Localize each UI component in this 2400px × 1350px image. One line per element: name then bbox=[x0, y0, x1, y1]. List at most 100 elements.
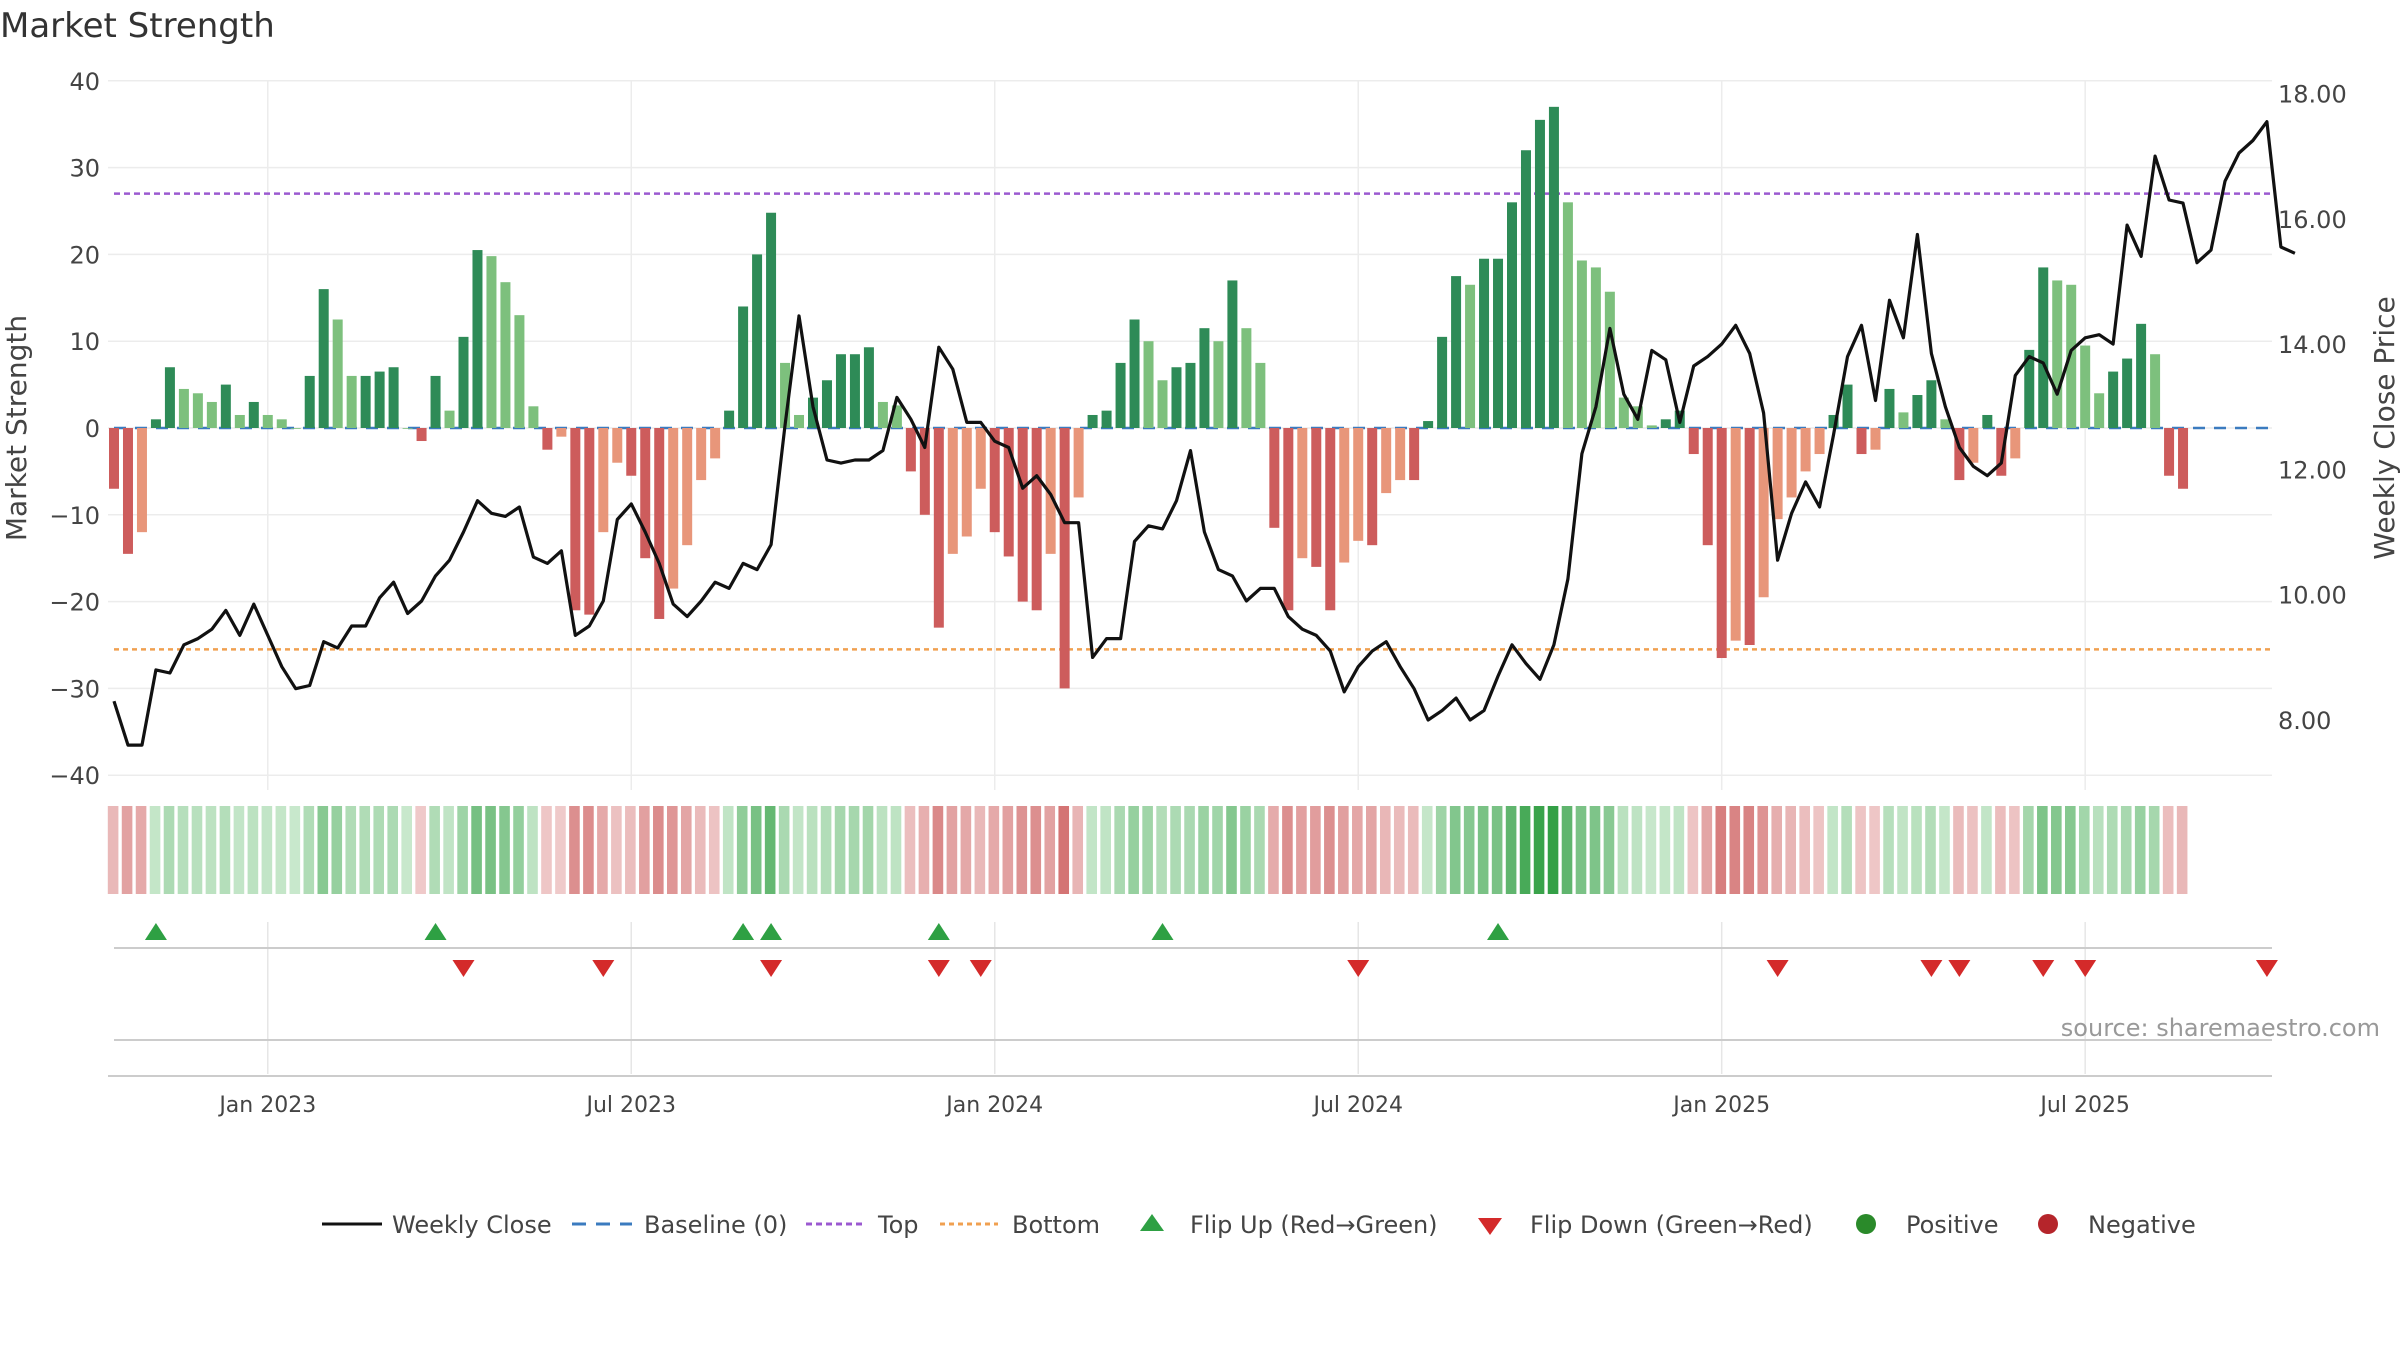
heat-strip-cell bbox=[820, 806, 832, 894]
strength-bar bbox=[696, 428, 707, 481]
heat-strip-cell bbox=[2051, 806, 2062, 894]
strength-bar bbox=[2038, 267, 2049, 428]
legend-label-bottom: Bottom bbox=[1012, 1211, 1100, 1239]
strength-bar bbox=[1465, 284, 1476, 428]
heat-strip-cell bbox=[960, 806, 972, 894]
heat-strip-cell bbox=[1673, 806, 1685, 894]
heat-strip-cell bbox=[485, 806, 496, 894]
heat-strip-cell bbox=[722, 806, 734, 894]
heat-strip-cell bbox=[611, 806, 622, 894]
heat-strip-cell bbox=[736, 806, 748, 894]
heat-strip-cell bbox=[1841, 806, 1852, 894]
heat-strip-cell bbox=[1659, 806, 1671, 894]
weekly-close-line bbox=[112, 120, 2296, 747]
heat-strip-cell bbox=[1407, 806, 1419, 894]
strength-bar bbox=[877, 401, 888, 428]
strength-bar bbox=[109, 428, 119, 489]
heat-strip-cell bbox=[764, 806, 776, 894]
legend-label-positive: Positive bbox=[1906, 1211, 1999, 1239]
heat-strip-cell bbox=[1296, 806, 1307, 894]
strength-bar bbox=[1940, 419, 1951, 428]
flip-up-marker bbox=[424, 923, 447, 940]
flip-down-marker bbox=[927, 960, 950, 977]
strength-bar bbox=[318, 289, 329, 428]
strength-bar bbox=[1982, 414, 1993, 428]
x-tick-label: Jul 2024 bbox=[1311, 1093, 1403, 1118]
heat-strip-cell bbox=[1338, 806, 1349, 894]
heat-strip-cell bbox=[890, 806, 902, 894]
strength-bar bbox=[276, 419, 287, 428]
strength-bar bbox=[262, 414, 273, 428]
heat-strip-cell bbox=[1505, 806, 1517, 894]
heat-strip-cell bbox=[457, 806, 468, 894]
flip-down-marker bbox=[2255, 960, 2278, 977]
strength-bar bbox=[304, 375, 315, 428]
heat-strip-cell bbox=[317, 806, 329, 894]
strength-bar bbox=[863, 347, 874, 428]
heat-strip-cell bbox=[639, 806, 650, 894]
heat-strip-cell bbox=[680, 806, 692, 894]
strength-bar bbox=[654, 428, 665, 619]
heat-strip-cell bbox=[429, 806, 440, 894]
strength-bar bbox=[849, 354, 860, 428]
strength-bar bbox=[374, 371, 385, 428]
strength-bar bbox=[1255, 362, 1266, 428]
strength-bar bbox=[1171, 367, 1182, 428]
heat-strip-cell bbox=[555, 806, 566, 894]
heat-strip-cell bbox=[2078, 806, 2090, 894]
heat-strip-cell bbox=[1827, 806, 1838, 894]
strength-bar bbox=[1590, 267, 1601, 428]
heat-strip-cell bbox=[1715, 806, 1727, 894]
heat-strip-cell bbox=[1491, 806, 1503, 894]
strength-bar bbox=[1870, 428, 1881, 450]
strength-bar bbox=[2010, 428, 2021, 459]
strength-bar bbox=[458, 336, 469, 428]
heat-strip-cell bbox=[205, 806, 217, 894]
heat-strip-cell bbox=[1575, 806, 1587, 894]
legend-swatch-flip-up bbox=[1140, 1214, 1164, 1231]
flip-down-marker bbox=[2032, 960, 2055, 977]
flip-down-marker bbox=[452, 960, 475, 977]
strength-bar bbox=[2024, 349, 2035, 428]
y-tick-label-left: 10 bbox=[69, 328, 100, 356]
strength-bar bbox=[1199, 328, 1210, 428]
strength-bar bbox=[1618, 397, 1629, 428]
strength-bar bbox=[1520, 150, 1531, 429]
strength-bar bbox=[1507, 202, 1517, 428]
heat-strip-cell bbox=[1030, 806, 1042, 894]
heat-strip-cell bbox=[1911, 806, 1922, 894]
strength-bars bbox=[109, 106, 2189, 689]
heat-strip-cell bbox=[289, 806, 301, 894]
strength-bar bbox=[640, 428, 651, 559]
heat-strip-cell bbox=[1421, 806, 1433, 894]
strength-bar bbox=[1842, 384, 1853, 428]
strength-bar bbox=[1367, 428, 1378, 546]
y-tick-label-left: −40 bbox=[49, 762, 100, 790]
legend-swatch-positive bbox=[1856, 1214, 1876, 1234]
strength-bar bbox=[1087, 414, 1098, 428]
strength-bar bbox=[1716, 428, 1727, 659]
strength-bar bbox=[1758, 428, 1769, 598]
strength-bar bbox=[1017, 428, 1028, 602]
strength-bar bbox=[668, 428, 679, 589]
strength-bar bbox=[584, 428, 595, 615]
heat-strip-cell bbox=[1058, 806, 1070, 894]
strength-bar bbox=[989, 428, 1000, 533]
heat-strip-cell bbox=[1617, 806, 1629, 894]
heat-strip-cell bbox=[1981, 806, 1992, 894]
legend: Weekly Close Baseline (0) Top Bottom Flip Up… bbox=[322, 1211, 2196, 1239]
heat-strip-cell bbox=[1925, 806, 1936, 894]
heat-strip-cell bbox=[331, 806, 343, 894]
strength-bar bbox=[1045, 428, 1056, 554]
heat-strip-cell bbox=[163, 806, 175, 894]
strength-bar bbox=[220, 384, 231, 428]
strength-bar bbox=[1423, 421, 1434, 428]
strength-bar bbox=[444, 410, 455, 428]
x-tick-label: Jul 2023 bbox=[584, 1093, 676, 1118]
heat-strip-cell bbox=[1114, 806, 1125, 894]
heat-strip-cell bbox=[219, 806, 231, 894]
strength-bar bbox=[136, 428, 147, 533]
strength-bar bbox=[402, 428, 413, 429]
heat-strip-cell bbox=[1449, 806, 1461, 894]
strength-bar bbox=[206, 401, 217, 428]
